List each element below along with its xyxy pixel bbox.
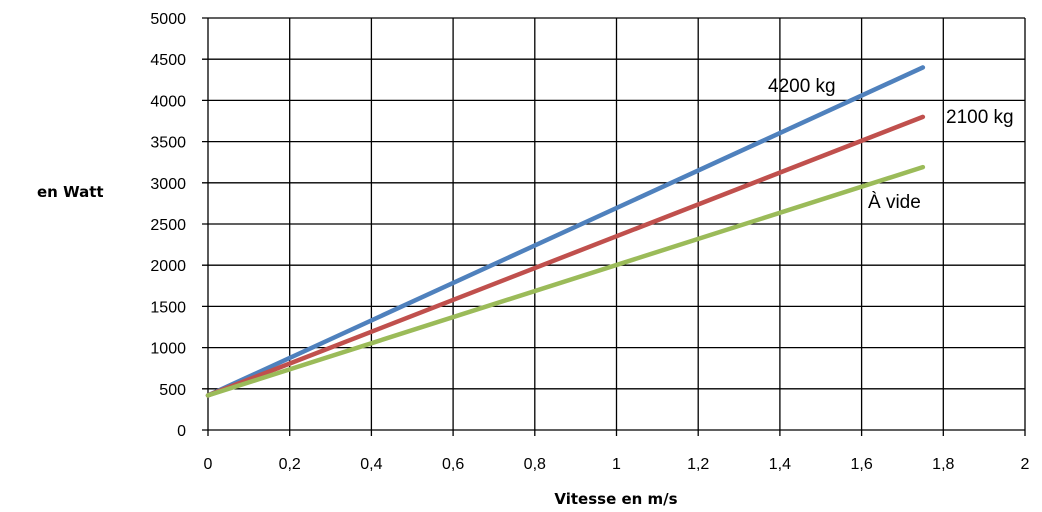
y-tick-labels: 0 500 1000 1500 2000 2500 3000 3500 4000 4500 5000 xyxy=(150,11,186,440)
y-tick-label: 3500 xyxy=(150,135,186,152)
y-tick-label: 500 xyxy=(159,382,186,399)
series-lines xyxy=(205,65,926,398)
x-tick-labels: 0 0,2 0,4 0,6 0,8 1 1,2 1,4 1,6 1,8 2 xyxy=(204,456,1030,473)
series-labels: 4200 kg 2100 kg À vide xyxy=(768,76,1014,213)
y-tick-label: 4000 xyxy=(150,93,186,110)
x-tick-label: 1,8 xyxy=(932,456,954,473)
x-tick-label: 2 xyxy=(1021,456,1030,473)
series-line xyxy=(205,114,926,398)
x-tick-label: 1,2 xyxy=(687,456,709,473)
series-label: 2100 kg xyxy=(946,107,1014,128)
y-tick-label: 5000 xyxy=(150,11,186,28)
series-line xyxy=(205,65,926,398)
y-tick-label: 4500 xyxy=(150,52,186,69)
y-tick-label: 2000 xyxy=(150,258,186,275)
x-tick-label: 0,2 xyxy=(279,456,301,473)
series-line xyxy=(205,164,926,398)
series-label: À vide xyxy=(868,192,921,213)
y-tick-label: 2500 xyxy=(150,217,186,234)
grid xyxy=(202,17,1026,436)
y-tick-label: 3000 xyxy=(150,176,186,193)
y-axis-title: en Watt xyxy=(37,183,104,201)
x-tick-label: 1 xyxy=(612,456,621,473)
y-tick-label: 0 xyxy=(177,423,186,440)
x-tick-label: 0,6 xyxy=(442,456,464,473)
x-tick-label: 1,4 xyxy=(769,456,791,473)
y-tick-label: 1500 xyxy=(150,299,186,316)
y-tick-label: 1000 xyxy=(150,341,186,358)
x-tick-label: 0 xyxy=(204,456,213,473)
series-label: 4200 kg xyxy=(768,76,836,97)
x-tick-label: 0,8 xyxy=(524,456,546,473)
x-tick-label: 1,6 xyxy=(850,456,872,473)
x-tick-label: 0,4 xyxy=(360,456,382,473)
x-axis-title: Vitesse en m/s xyxy=(554,490,677,508)
